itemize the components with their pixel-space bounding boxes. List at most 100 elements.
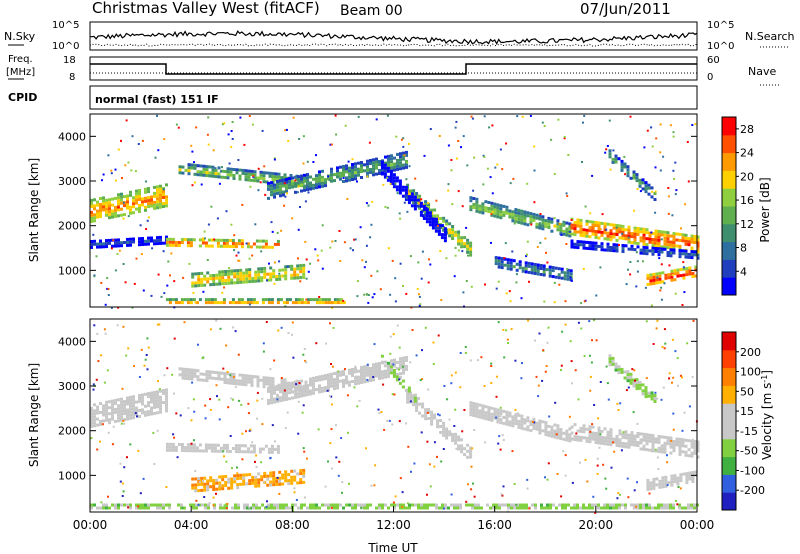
velocity-cell	[223, 372, 227, 375]
power-cell	[278, 274, 282, 278]
velocity-cell	[469, 449, 473, 453]
power-cell	[227, 269, 231, 273]
power-cell	[177, 244, 181, 247]
power-cell	[321, 184, 324, 188]
velocity-cell	[297, 506, 300, 510]
velocity-cell	[538, 431, 542, 435]
velocity-cell	[206, 482, 210, 486]
velocity-cell	[276, 387, 279, 391]
power-scatter-cell	[650, 304, 653, 307]
power-cell	[627, 247, 631, 251]
velocity-cell	[291, 381, 294, 385]
velocity-cell	[519, 506, 522, 510]
velocity-cell	[405, 367, 408, 371]
velocity-band-9	[646, 470, 698, 491]
velocity-cell	[276, 450, 280, 454]
power-cell	[206, 271, 210, 275]
power-cell	[463, 245, 467, 249]
velocity-cell	[475, 411, 479, 415]
power-cell	[672, 248, 676, 252]
velocity-cell	[684, 450, 688, 454]
velocity-cell	[627, 436, 631, 440]
velocity-cell	[330, 378, 333, 382]
power-colorbar-tick-label: 24	[740, 147, 754, 160]
velocity-scatter-cell	[263, 481, 266, 484]
power-cell	[223, 170, 227, 173]
velocity-cell	[407, 386, 411, 390]
power-cell	[274, 175, 278, 179]
velocity-cell	[181, 370, 185, 374]
velocity-scatter-cell	[579, 461, 581, 464]
velocity-cell	[496, 420, 500, 424]
velocity-cell	[553, 435, 557, 439]
velocity-scatter-cell	[593, 404, 596, 406]
velocity-cell	[321, 503, 324, 507]
velocity-cell	[484, 414, 488, 418]
power-cell	[646, 282, 650, 286]
velocity-cell	[681, 506, 684, 510]
power-cell	[354, 177, 357, 181]
power-cell	[672, 244, 676, 248]
power-cell	[202, 173, 206, 177]
velocity-cell	[573, 438, 577, 442]
velocity-cell	[460, 438, 464, 442]
power-scatter-cell	[283, 182, 286, 185]
power-cell	[487, 210, 491, 213]
velocity-cell	[242, 482, 246, 486]
velocity-cell	[532, 417, 536, 421]
power-scatter-cell	[106, 277, 109, 279]
power-scatter-cell	[101, 179, 103, 182]
power-cell	[348, 172, 351, 176]
velocity-scatter-cell	[446, 398, 449, 401]
power-cell	[693, 238, 697, 241]
power-cell	[138, 189, 141, 192]
velocity-cell	[475, 405, 479, 409]
power-cell	[123, 195, 126, 199]
velocity-cell	[432, 503, 435, 507]
power-cell	[594, 244, 598, 248]
power-cell	[398, 185, 402, 189]
velocity-cell	[144, 503, 147, 507]
velocity-scatter-cell	[661, 346, 664, 348]
velocity-cell	[303, 503, 306, 507]
power-scatter-cell	[212, 149, 215, 152]
velocity-cell	[653, 394, 657, 397]
velocity-scatter-cell	[123, 422, 126, 425]
velocity-cell	[573, 506, 576, 510]
power-cell	[254, 270, 258, 274]
power-scatter-cell	[363, 266, 366, 269]
velocity-scatter-cell	[209, 328, 212, 331]
power-scatter-cell	[307, 270, 310, 273]
power-cell	[312, 186, 315, 190]
power-cell	[660, 250, 664, 254]
power-cell	[666, 243, 670, 247]
power-cell	[327, 298, 331, 302]
power-cell	[126, 240, 129, 244]
power-cell	[428, 223, 432, 227]
velocity-cell	[600, 506, 603, 510]
power-cell	[138, 210, 141, 213]
power-cell	[281, 268, 285, 272]
power-scatter-cell	[447, 183, 450, 186]
velocity-cell	[608, 357, 612, 361]
power-cell	[603, 228, 607, 232]
power-scatter-cell	[315, 154, 317, 157]
power-scatter-cell	[213, 238, 216, 241]
power-cell	[191, 275, 195, 279]
velocity-cell	[293, 478, 297, 482]
power-scatter-cell	[489, 176, 492, 179]
power-scatter-cell	[225, 210, 228, 213]
velocity-cell	[354, 382, 357, 386]
power-cell	[526, 211, 530, 215]
power-cell	[553, 224, 557, 228]
velocity-cell	[469, 404, 473, 408]
power-cell	[410, 192, 414, 196]
velocity-cell	[685, 478, 689, 482]
power-scatter-cell	[639, 190, 642, 193]
power-cell	[242, 274, 246, 278]
velocity-scatter-cell	[560, 369, 562, 371]
power-cell	[300, 189, 303, 193]
power-scatter-cell	[636, 260, 639, 263]
velocity-scatter-cell	[222, 450, 225, 453]
power-cell	[582, 228, 586, 232]
